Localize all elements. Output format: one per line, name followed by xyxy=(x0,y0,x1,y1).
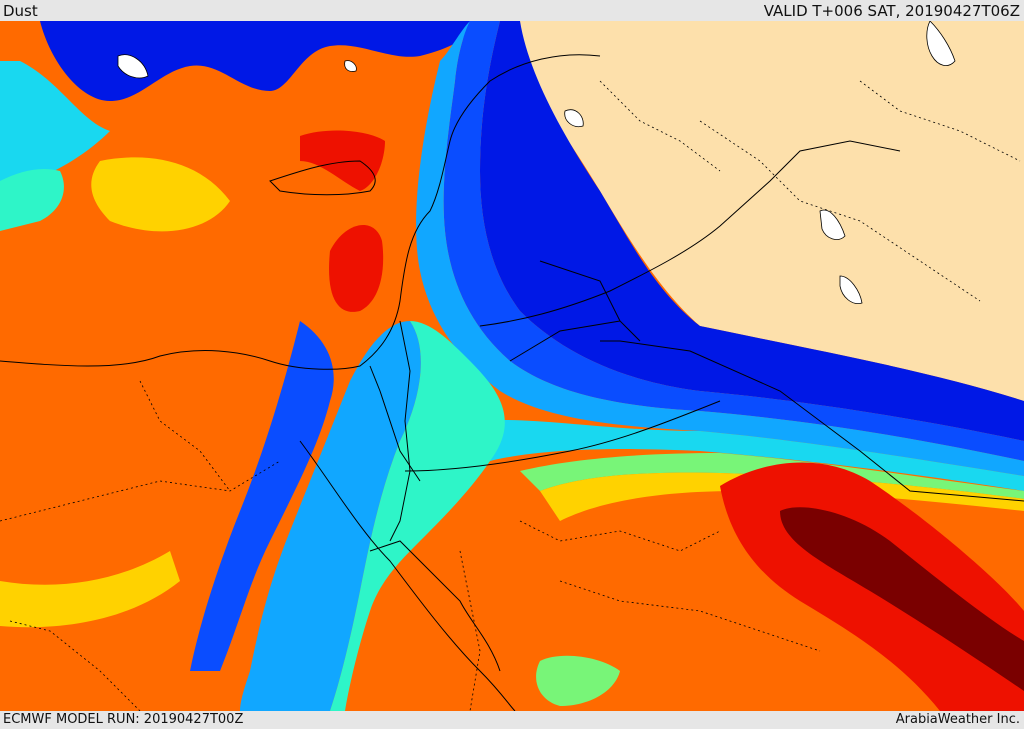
dotted-admin-lines xyxy=(0,80,1021,711)
lake-northeast xyxy=(926,21,956,66)
contour-light-blue xyxy=(240,21,1024,711)
lake-west-1 xyxy=(117,54,149,79)
lake-west-2 xyxy=(344,60,357,72)
contour-green xyxy=(520,453,1024,706)
contour-aqua xyxy=(0,169,505,711)
lake-east-small xyxy=(564,109,584,128)
contour-red-north xyxy=(300,130,385,191)
provider-label: ArabiaWeather Inc. xyxy=(895,712,1020,727)
masked-land-region xyxy=(520,21,1024,401)
footer-bar xyxy=(0,711,1024,729)
model-run-label: ECMWF MODEL RUN: 20190427T00Z xyxy=(3,712,244,727)
contour-red-central xyxy=(329,224,384,312)
lake-central-1 xyxy=(819,209,846,240)
contour-dark-red xyxy=(780,507,1024,691)
header-bar xyxy=(0,0,1024,21)
coastline-borders xyxy=(0,54,1024,711)
lake-central-2 xyxy=(839,275,863,304)
valid-time-label: VALID T+006 SAT, 20190427T06Z xyxy=(763,2,1020,20)
contour-yellow xyxy=(0,157,1024,628)
dust-map xyxy=(0,21,1024,711)
contour-dark-blue xyxy=(40,21,1024,441)
map-title: Dust xyxy=(3,2,38,20)
